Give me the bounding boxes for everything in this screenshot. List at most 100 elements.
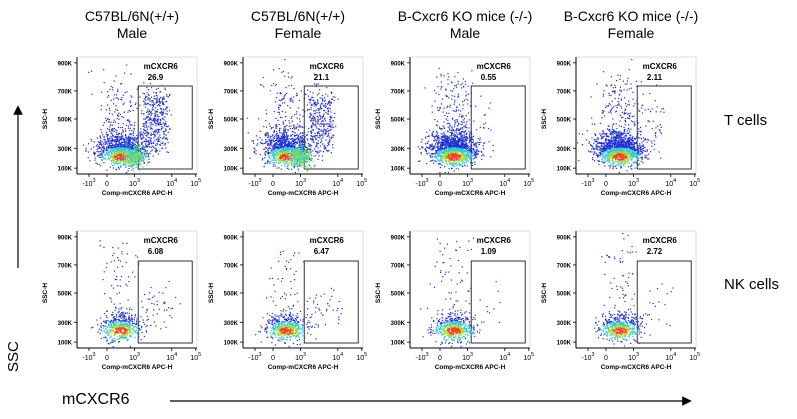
data-point <box>279 104 281 106</box>
data-point <box>133 155 135 157</box>
data-point <box>106 152 108 154</box>
data-point <box>440 141 442 143</box>
data-point <box>290 152 293 155</box>
data-point <box>481 155 483 157</box>
data-point <box>292 154 294 156</box>
data-point <box>284 155 286 158</box>
data-point <box>490 156 492 158</box>
data-point <box>453 142 455 144</box>
data-point <box>137 148 139 150</box>
data-point <box>116 133 118 136</box>
data-point <box>148 118 150 120</box>
data-point <box>329 119 331 121</box>
data-point <box>151 101 153 103</box>
data-point <box>164 116 166 118</box>
data-point <box>162 143 164 145</box>
data-point <box>293 142 295 144</box>
data-point <box>133 153 135 155</box>
y-tick-label: 700K <box>391 89 406 95</box>
data-point <box>144 150 146 152</box>
data-point <box>94 157 96 159</box>
data-point <box>121 141 123 143</box>
data-point <box>118 138 120 140</box>
data-point <box>449 149 452 151</box>
data-point <box>115 158 117 160</box>
data-point <box>165 129 167 131</box>
data-point <box>156 131 158 133</box>
data-point <box>480 141 482 144</box>
data-point <box>162 103 164 105</box>
data-point <box>463 141 465 143</box>
data-point <box>296 94 298 96</box>
data-point <box>482 153 484 155</box>
data-point <box>303 154 305 156</box>
data-point <box>113 136 115 138</box>
data-point <box>164 144 166 146</box>
data-point <box>331 98 334 100</box>
data-point <box>120 98 122 101</box>
data-point <box>310 114 312 117</box>
data-point <box>290 135 292 137</box>
data-point <box>284 75 286 77</box>
data-point <box>134 103 136 106</box>
data-point <box>329 119 331 121</box>
data-point <box>432 159 434 161</box>
data-point <box>127 153 130 156</box>
data-point <box>122 152 124 154</box>
data-point <box>318 155 320 157</box>
data-point <box>275 130 277 133</box>
data-point <box>265 126 268 128</box>
data-point <box>320 122 322 125</box>
data-point <box>479 126 481 128</box>
data-point <box>460 142 462 144</box>
data-point <box>453 165 455 167</box>
x-tick-label: 0 <box>271 181 275 188</box>
data-point <box>280 149 282 151</box>
data-point <box>291 115 293 118</box>
data-point <box>299 164 301 167</box>
data-point <box>283 130 285 132</box>
data-point <box>165 123 167 125</box>
data-point <box>110 157 113 159</box>
data-point <box>327 108 329 110</box>
data-point <box>275 150 277 153</box>
data-point <box>135 145 138 147</box>
data-point <box>301 143 303 145</box>
data-point <box>468 149 470 151</box>
data-point <box>322 115 324 118</box>
data-point <box>109 146 111 148</box>
data-point <box>123 160 126 163</box>
data-point <box>113 140 115 142</box>
data-point <box>292 101 294 103</box>
data-point <box>271 144 273 146</box>
data-point <box>443 144 445 147</box>
data-point <box>431 153 433 155</box>
data-point <box>322 120 324 122</box>
data-point <box>461 100 464 103</box>
data-point <box>278 151 281 154</box>
data-point <box>107 149 110 151</box>
data-point <box>130 73 132 75</box>
data-point <box>299 150 301 152</box>
data-point <box>445 150 447 152</box>
data-point <box>295 113 297 115</box>
data-point <box>316 122 319 124</box>
data-point <box>117 168 119 170</box>
data-point <box>318 128 320 130</box>
data-point <box>309 113 311 115</box>
data-point <box>152 145 154 147</box>
data-point <box>446 157 448 159</box>
data-point <box>140 147 143 149</box>
data-point <box>302 147 304 149</box>
data-point <box>139 158 141 160</box>
data-point <box>278 123 280 126</box>
data-point <box>131 158 133 160</box>
data-point <box>112 139 114 141</box>
data-point <box>128 140 130 142</box>
column-title-1-line2: Male <box>116 25 148 41</box>
data-point <box>111 130 113 132</box>
data-point <box>111 129 113 131</box>
data-point <box>315 104 317 107</box>
data-point <box>300 161 302 163</box>
data-point <box>325 123 327 125</box>
